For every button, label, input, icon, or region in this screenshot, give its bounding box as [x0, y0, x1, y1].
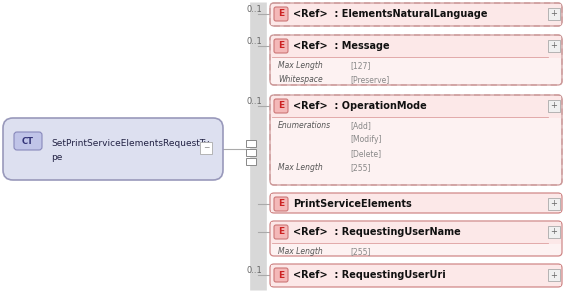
- FancyBboxPatch shape: [270, 264, 562, 287]
- Text: [Delete]: [Delete]: [350, 149, 381, 159]
- FancyBboxPatch shape: [274, 197, 288, 211]
- Bar: [246, 158, 256, 165]
- FancyBboxPatch shape: [274, 99, 288, 113]
- Bar: [271, 194, 561, 212]
- Bar: [271, 265, 561, 286]
- Text: E: E: [278, 42, 284, 50]
- Text: [Modify]: [Modify]: [350, 135, 382, 145]
- FancyBboxPatch shape: [270, 193, 562, 213]
- Text: pe: pe: [51, 152, 62, 162]
- Text: Max Length: Max Length: [278, 164, 323, 173]
- Bar: [271, 4, 561, 25]
- Text: <Ref>  : OperationMode: <Ref> : OperationMode: [293, 101, 427, 111]
- Bar: [548, 100, 560, 112]
- Bar: [246, 149, 256, 156]
- Text: E: E: [278, 10, 284, 18]
- Text: +: +: [550, 200, 557, 208]
- FancyBboxPatch shape: [274, 7, 288, 21]
- Text: +: +: [550, 10, 557, 18]
- Text: [255]: [255]: [350, 164, 370, 173]
- FancyBboxPatch shape: [274, 268, 288, 282]
- Text: E: E: [278, 228, 284, 236]
- FancyBboxPatch shape: [270, 221, 562, 256]
- Text: <Ref>  : RequestingUserName: <Ref> : RequestingUserName: [293, 227, 461, 237]
- Text: <Ref>  : RequestingUserUri: <Ref> : RequestingUserUri: [293, 270, 446, 280]
- Text: 0..1: 0..1: [247, 5, 262, 14]
- Bar: [548, 226, 560, 238]
- Text: [Add]: [Add]: [350, 121, 371, 130]
- Text: Max Length: Max Length: [278, 61, 323, 70]
- Bar: [200, 142, 212, 154]
- FancyBboxPatch shape: [270, 35, 562, 85]
- Bar: [271, 96, 561, 118]
- Bar: [271, 222, 561, 244]
- FancyBboxPatch shape: [270, 95, 562, 185]
- Text: CT: CT: [22, 137, 34, 146]
- Text: 0..1: 0..1: [247, 266, 262, 275]
- FancyBboxPatch shape: [274, 39, 288, 53]
- FancyBboxPatch shape: [14, 132, 42, 150]
- Text: +: +: [550, 228, 557, 236]
- FancyBboxPatch shape: [270, 3, 562, 26]
- Text: [127]: [127]: [350, 61, 370, 70]
- Text: <Ref>  : ElementsNaturalLanguage: <Ref> : ElementsNaturalLanguage: [293, 9, 487, 19]
- Text: E: E: [278, 102, 284, 110]
- Text: <Ref>  : Message: <Ref> : Message: [293, 41, 390, 51]
- Bar: [548, 8, 560, 20]
- Text: +: +: [550, 271, 557, 279]
- Bar: [246, 140, 256, 147]
- Text: Enumerations: Enumerations: [278, 121, 331, 130]
- FancyBboxPatch shape: [274, 225, 288, 239]
- Text: +: +: [550, 102, 557, 110]
- Text: +: +: [550, 42, 557, 50]
- Text: Whitespace: Whitespace: [278, 75, 323, 85]
- Text: SetPrintServiceElementsRequestTy: SetPrintServiceElementsRequestTy: [51, 138, 209, 148]
- Bar: [548, 198, 560, 210]
- Text: −: −: [203, 143, 209, 152]
- Text: 0..1: 0..1: [247, 37, 262, 46]
- Text: E: E: [278, 271, 284, 279]
- Text: 0..1: 0..1: [247, 97, 262, 106]
- Text: [255]: [255]: [350, 247, 370, 257]
- Text: Max Length: Max Length: [278, 247, 323, 257]
- Text: [Preserve]: [Preserve]: [350, 75, 389, 85]
- Bar: [548, 269, 560, 281]
- FancyBboxPatch shape: [3, 118, 223, 180]
- Bar: [548, 40, 560, 52]
- Text: PrintServiceElements: PrintServiceElements: [293, 199, 412, 209]
- Text: E: E: [278, 200, 284, 208]
- Bar: [271, 36, 561, 58]
